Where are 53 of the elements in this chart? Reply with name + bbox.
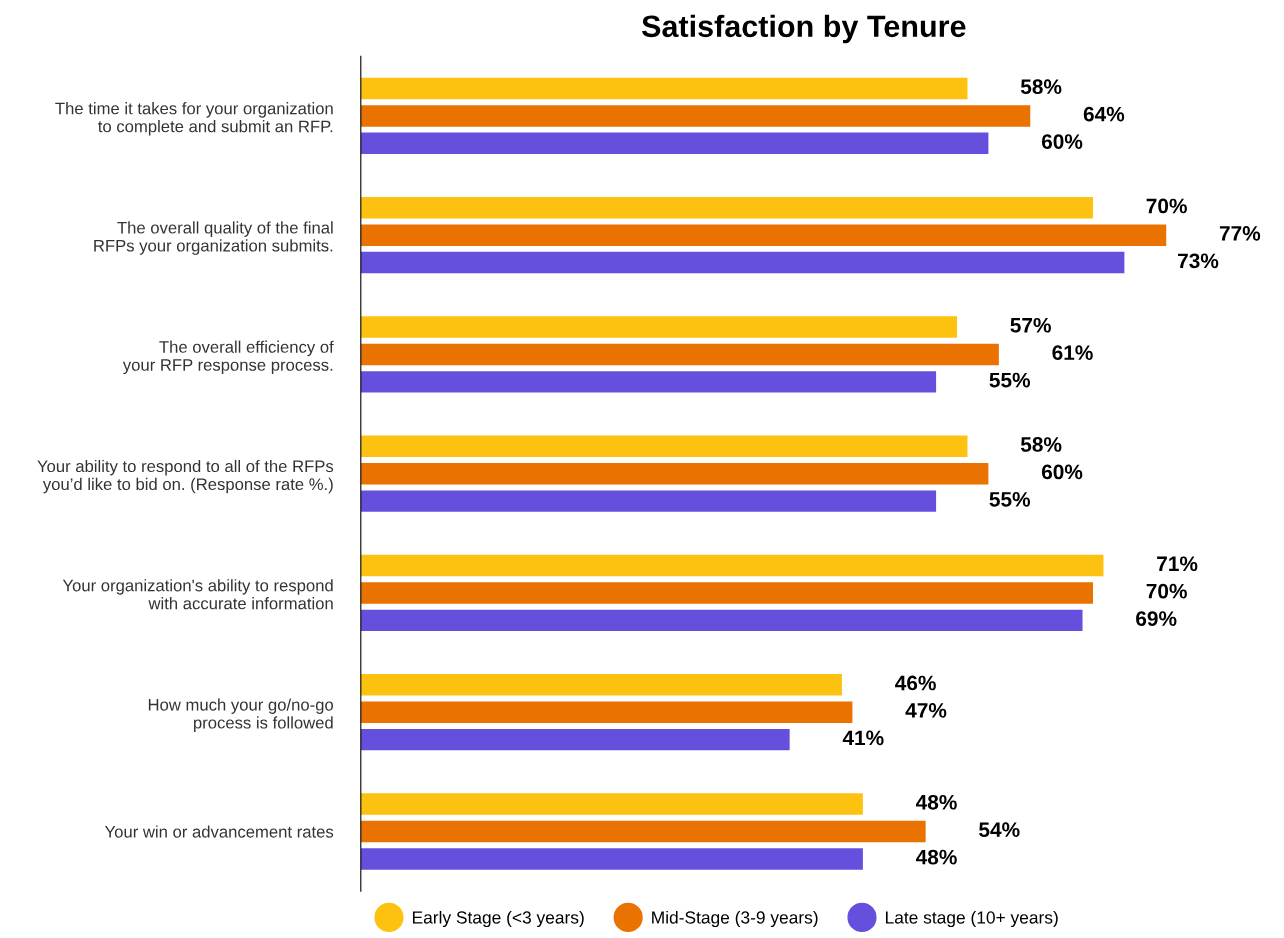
data-label: 48% bbox=[915, 794, 957, 810]
bar bbox=[360, 316, 958, 338]
data-label: 57% bbox=[1010, 317, 1051, 333]
bar bbox=[360, 224, 1167, 246]
bar bbox=[360, 848, 863, 870]
data-label: 77% bbox=[1219, 226, 1261, 241]
y-tick-label: Your ability to respond to all of the RFPs you’d like to bid on. (Response rate %.) bbox=[37, 459, 334, 494]
data-label: 70% bbox=[1146, 198, 1187, 214]
y-tick-label: The overall efficiency of your RFP response process. bbox=[122, 340, 334, 375]
legend-label: Late stage (10+ years) bbox=[885, 910, 1058, 928]
bar bbox=[360, 674, 842, 696]
bar bbox=[360, 435, 968, 457]
y-tick-label: Your win or advancement rates bbox=[104, 825, 334, 838]
bar bbox=[360, 105, 1031, 127]
chart-title: Satisfaction by Tenure bbox=[641, 14, 966, 44]
data-label: 64% bbox=[1083, 106, 1125, 122]
legend-label: Mid-Stage (3-9 years) bbox=[652, 910, 818, 928]
y-tick-label: The time it takes for your organization to complete and submit an RFP. bbox=[55, 102, 333, 136]
y-tick-label: How much your go/no-go process is followed bbox=[148, 698, 334, 732]
data-label: 71% bbox=[1157, 556, 1198, 572]
data-label: 61% bbox=[1052, 345, 1093, 361]
data-label: 58% bbox=[1020, 437, 1062, 452]
bar bbox=[360, 132, 989, 155]
data-label: 73% bbox=[1178, 253, 1219, 269]
data-label: 54% bbox=[979, 822, 1020, 838]
data-label: 47% bbox=[905, 703, 947, 718]
bar bbox=[360, 609, 1083, 632]
bar bbox=[360, 728, 790, 751]
data-label: 60% bbox=[1041, 134, 1083, 149]
bar bbox=[360, 77, 968, 100]
bar bbox=[360, 343, 999, 366]
bar bbox=[360, 197, 1093, 219]
data-label: 69% bbox=[1136, 611, 1177, 626]
data-label: 55% bbox=[989, 372, 1031, 388]
y-tick-label: The overall quality of the final RFPs your organization submits. bbox=[94, 221, 333, 255]
bar bbox=[360, 793, 863, 815]
data-label: 70% bbox=[1146, 583, 1187, 599]
bar bbox=[360, 554, 1104, 577]
data-label: 55% bbox=[989, 492, 1031, 507]
bar bbox=[360, 820, 926, 843]
data-label: 46% bbox=[895, 675, 936, 691]
bar bbox=[360, 701, 853, 723]
y-tick-label: Your organization's ability to respond with accurate information bbox=[62, 579, 333, 610]
data-label: 48% bbox=[915, 849, 957, 865]
bar bbox=[360, 462, 989, 485]
data-label: 41% bbox=[842, 730, 884, 746]
bar bbox=[360, 582, 1093, 604]
data-label: 60% bbox=[1041, 464, 1083, 480]
bar bbox=[360, 251, 1125, 274]
bar bbox=[360, 371, 937, 393]
legend-label: Early Stage (<3 years) bbox=[412, 910, 584, 928]
bar bbox=[360, 490, 937, 512]
data-label: 58% bbox=[1020, 79, 1062, 95]
